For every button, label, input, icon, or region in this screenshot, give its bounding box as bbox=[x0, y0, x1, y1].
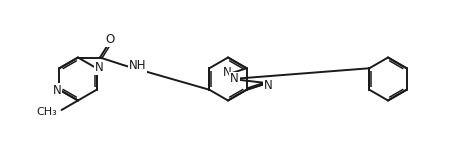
Text: NH: NH bbox=[129, 59, 146, 72]
Text: N: N bbox=[95, 61, 103, 74]
Text: O: O bbox=[106, 33, 115, 46]
Text: CH₃: CH₃ bbox=[37, 107, 57, 117]
Text: N: N bbox=[53, 84, 61, 97]
Text: N: N bbox=[230, 73, 239, 85]
Text: N: N bbox=[223, 66, 232, 79]
Text: N: N bbox=[264, 79, 273, 92]
